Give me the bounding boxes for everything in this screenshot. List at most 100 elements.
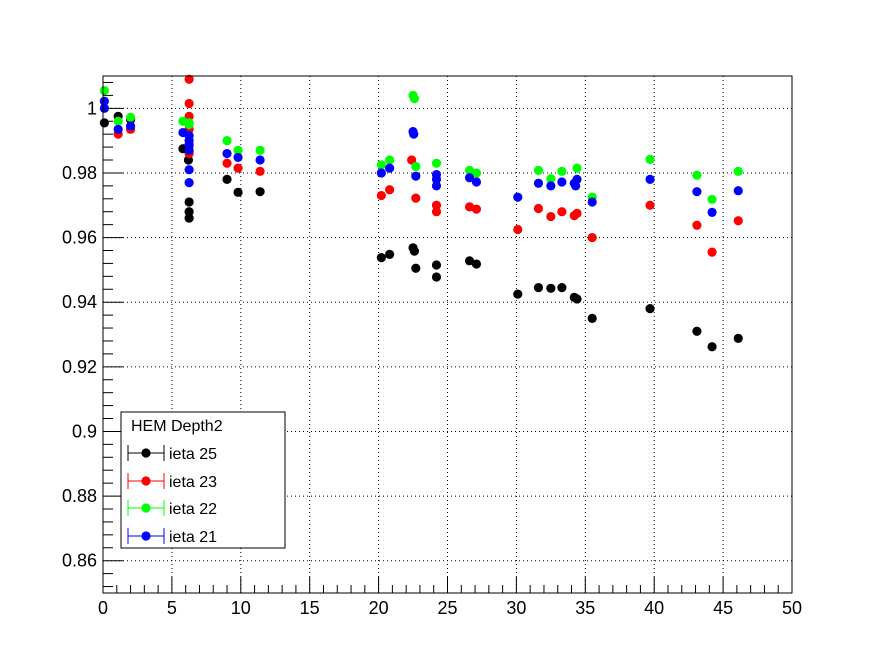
y-tick-label: 0.88: [62, 486, 97, 506]
data-point: [707, 247, 717, 257]
legend-marker: [141, 448, 151, 458]
x-tick-label: 50: [782, 598, 802, 618]
data-point: [733, 216, 743, 226]
data-point: [431, 207, 442, 217]
y-tick-label: 0.94: [62, 292, 97, 312]
data-point: [411, 263, 421, 273]
data-point: [431, 158, 442, 168]
data-point: [572, 208, 582, 218]
data-point: [222, 148, 232, 159]
data-point: [184, 74, 194, 84]
data-point: [385, 155, 395, 165]
data-point: [113, 116, 123, 126]
data-point: [184, 119, 194, 130]
data-point: [385, 185, 395, 195]
data-point: [431, 200, 442, 210]
data-point: [184, 207, 194, 217]
data-point: [233, 163, 243, 173]
x-tick-label: 40: [644, 598, 664, 618]
data-point: [471, 204, 482, 214]
data-point: [692, 187, 702, 197]
data-point: [557, 283, 567, 293]
data-point: [255, 145, 265, 155]
data-point: [125, 121, 136, 131]
data-point: [376, 160, 386, 170]
y-tick-label: 0.92: [62, 357, 97, 377]
legend-entries: ieta 25 ieta 23 ieta 22 ieta 21: [127, 445, 217, 546]
data-point: [587, 197, 597, 207]
data-point: [255, 166, 265, 176]
data-point: [513, 289, 523, 299]
data-point: [184, 98, 194, 109]
x-tick-label: 0: [98, 598, 108, 618]
data-point: [431, 174, 442, 184]
data-point: [533, 203, 544, 214]
data-point: [409, 129, 419, 139]
data-point: [557, 177, 567, 187]
data-point: [409, 246, 420, 256]
data-point: [113, 124, 123, 134]
data-point: [255, 155, 265, 165]
data-point: [464, 173, 475, 183]
x-tick-label: 35: [575, 598, 595, 618]
x-tick-label: 30: [506, 598, 526, 618]
x-tick-label: 45: [713, 598, 733, 618]
data-point: [222, 136, 232, 146]
data-point: [99, 96, 109, 106]
data-point: [513, 192, 523, 202]
data-point: [411, 161, 421, 172]
data-point: [707, 342, 717, 352]
y-tick-label: 0.98: [62, 163, 97, 183]
data-point: [376, 252, 386, 263]
data-point: [471, 168, 482, 178]
data-point: [233, 152, 243, 163]
data-point: [546, 211, 556, 222]
y-tick-label: 0.86: [62, 551, 97, 571]
data-point: [431, 260, 442, 270]
data-point: [385, 249, 395, 259]
data-point: [99, 118, 109, 128]
y-tick-label: 1: [87, 98, 97, 118]
data-point: [184, 178, 194, 188]
grid-lines: [103, 76, 792, 593]
data-point: [692, 220, 702, 230]
data-point: [184, 111, 194, 121]
data-point: [376, 168, 386, 178]
data-point: [184, 165, 194, 175]
data-point: [587, 232, 597, 243]
data-point: [222, 158, 232, 168]
data-point: [546, 174, 556, 184]
data-point: [587, 313, 597, 323]
legend-marker: [141, 476, 151, 486]
data-point: [99, 85, 109, 96]
x-tick-label: 20: [369, 598, 389, 618]
data-point: [692, 326, 702, 336]
data-point: [572, 294, 582, 304]
data-point: [255, 187, 265, 197]
axes: 0 5 10 15 20 25 30 35 40 45 50 0.86 0.88 0.9 0.92 0.94 0…: [62, 75, 802, 618]
data-point: [645, 200, 655, 210]
data-point: [533, 178, 544, 188]
data-point: [411, 193, 421, 203]
legend-header: HEM Depth2: [131, 418, 223, 435]
x-tick-label: 15: [300, 598, 320, 618]
x-tick-label: 25: [437, 598, 457, 618]
data-point: [385, 163, 395, 173]
data-point: [707, 194, 717, 205]
data-point: [233, 145, 243, 155]
data-point: [733, 186, 743, 196]
x-tick-label: 5: [167, 598, 177, 618]
data-point: [645, 154, 655, 164]
data-point: [125, 112, 136, 122]
series-ieta-25: [99, 111, 743, 352]
data-point: [431, 181, 442, 191]
data-point: [533, 283, 544, 293]
legend-label: ieta 23: [169, 474, 217, 491]
data-point: [572, 174, 582, 184]
data-point: [707, 207, 717, 217]
x-tick-label: 10: [231, 598, 251, 618]
data-point: [645, 174, 655, 184]
data-point: [184, 197, 194, 207]
data-point: [376, 190, 386, 201]
